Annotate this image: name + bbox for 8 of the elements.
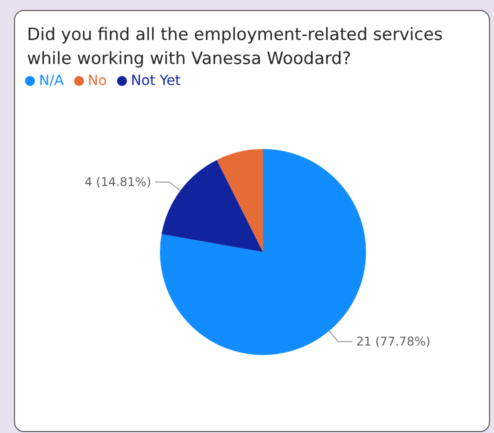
legend-label: Not Yet <box>130 73 181 89</box>
data-label: 4 (14.81%) <box>84 175 152 190</box>
legend-label: N/A <box>39 73 64 89</box>
legend-label: No <box>88 73 107 89</box>
data-label: 21 (77.78%) <box>356 334 430 349</box>
chart-title: Did you find all the employment-related services while working with Vanessa Woodard? <box>27 24 444 71</box>
pie-slice <box>162 160 263 252</box>
pie-slice <box>216 149 263 252</box>
